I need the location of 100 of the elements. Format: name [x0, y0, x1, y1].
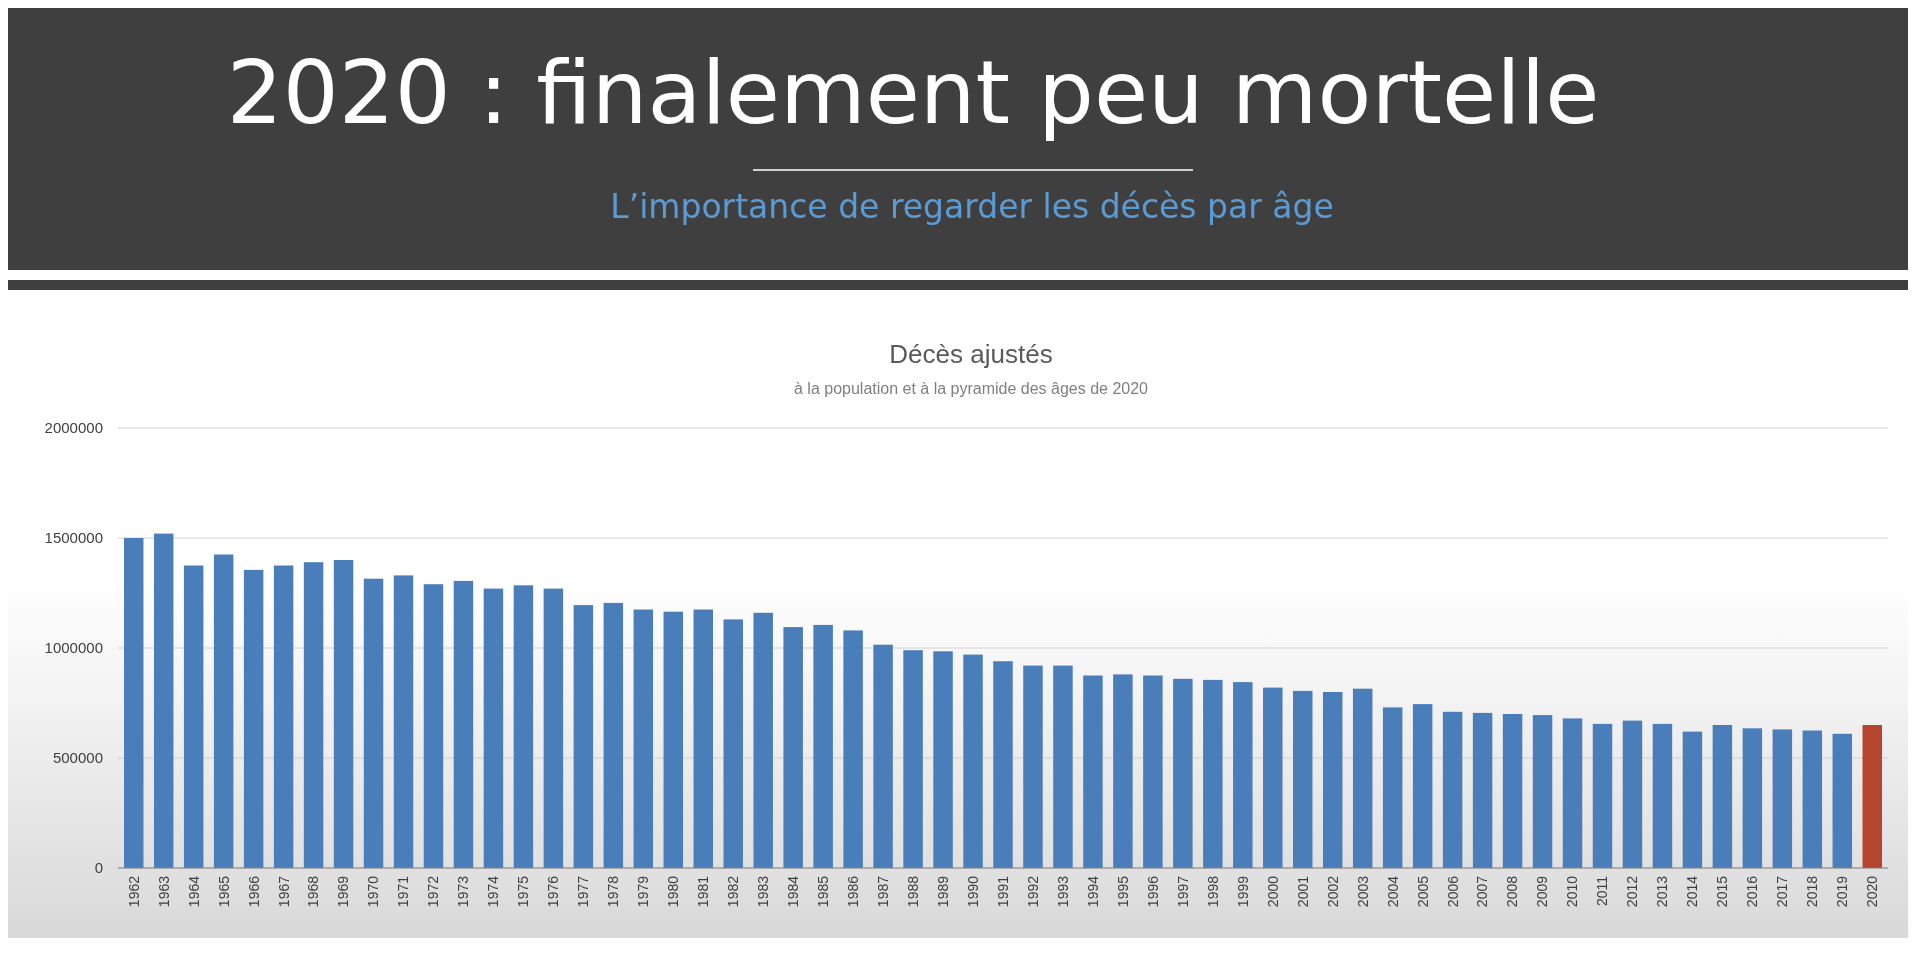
- bar: [903, 650, 923, 868]
- x-tick-label: 1987: [875, 875, 891, 908]
- bar: [1083, 675, 1103, 868]
- bar: [303, 562, 324, 868]
- x-tick-label: 1978: [605, 875, 622, 908]
- x-tick-label: 1982: [725, 875, 742, 908]
- x-tick-label: 1964: [185, 875, 202, 908]
- x-tick-label: 2003: [1354, 875, 1371, 908]
- bar: [1203, 679, 1223, 868]
- bar: [1832, 733, 1853, 868]
- x-tick-label: 1963: [155, 875, 172, 908]
- x-tick-label: 2020: [1864, 875, 1881, 908]
- x-tick-label: 1989: [934, 875, 951, 908]
- bar: [1382, 707, 1403, 868]
- x-tick-label: 1993: [1054, 875, 1071, 908]
- bar: [1652, 723, 1673, 868]
- x-tick-label: 1994: [1084, 875, 1101, 908]
- text: 2020 : finalement peu mortelle: [226, 41, 1600, 144]
- bar: [1712, 725, 1733, 868]
- bar: [1592, 723, 1613, 868]
- x-tick-label: 1999: [1234, 875, 1251, 908]
- x-tick-label: 1981: [695, 875, 712, 908]
- x-tick-label: 2005: [1414, 875, 1431, 908]
- x-tick-label: 1973: [455, 875, 472, 908]
- chart-subtitle: à la population et à la pyramide des âges de 2020: [793, 380, 1149, 397]
- x-tick-label: 1992: [1024, 875, 1041, 908]
- bar: [1442, 711, 1463, 868]
- bar: [663, 611, 684, 868]
- chart-title: Décès ajustés: [889, 339, 1053, 369]
- bar: [363, 578, 384, 868]
- y-tick-label: 1500000: [44, 529, 103, 547]
- x-tick-label: 1975: [515, 875, 532, 908]
- bar: [1502, 714, 1523, 868]
- bar: [1352, 688, 1373, 868]
- bar: [1562, 718, 1583, 868]
- bar: [213, 554, 234, 868]
- x-tick-label: 2004: [1384, 875, 1401, 908]
- bar: [753, 612, 773, 868]
- bar: [813, 624, 833, 868]
- bar: [1263, 687, 1283, 868]
- x-tick-label: 1991: [994, 875, 1011, 908]
- x-tick-label: 1988: [904, 875, 921, 908]
- x-tick-label: 2009: [1534, 875, 1551, 908]
- y-tick-label: 500000: [52, 749, 103, 767]
- x-tick-label: 2007: [1474, 875, 1491, 908]
- bar: [1802, 730, 1823, 868]
- bar: [273, 565, 294, 868]
- x-tick-label: 2008: [1504, 875, 1521, 908]
- bar: [483, 588, 504, 868]
- bar: [1053, 665, 1073, 868]
- x-tick-label: 2018: [1804, 875, 1821, 908]
- bar: [393, 575, 414, 868]
- bar: [783, 627, 803, 868]
- bar: [153, 533, 174, 868]
- bar: [633, 609, 654, 868]
- x-tick-label: 1985: [815, 875, 832, 908]
- x-tick-label: 2015: [1714, 875, 1731, 908]
- x-tick-label: 2002: [1324, 875, 1341, 908]
- bar: [933, 651, 953, 868]
- text: L’importance de regarder les décès par âge: [610, 187, 1334, 226]
- bar: [1412, 704, 1433, 868]
- x-tick-label: 1979: [635, 875, 652, 908]
- x-tick-label: 1986: [845, 875, 862, 908]
- x-tick-label: 1965: [215, 875, 232, 908]
- x-tick-label: 2012: [1624, 875, 1641, 908]
- y-tick-label: 2000000: [44, 419, 103, 437]
- bar: [1532, 715, 1553, 868]
- y-tick-label: 0: [94, 859, 103, 877]
- x-tick-label: 2013: [1654, 875, 1671, 908]
- bar: [1023, 665, 1043, 868]
- bar: [543, 588, 564, 868]
- x-tick-label: 1974: [485, 875, 502, 908]
- x-tick-label: 1968: [305, 875, 322, 908]
- x-tick-label: 2011: [1594, 875, 1611, 907]
- x-tick-label: 1980: [665, 875, 682, 908]
- bar: [693, 609, 713, 868]
- bar: [1173, 678, 1193, 868]
- bar: [183, 565, 204, 868]
- bar: [1322, 692, 1343, 868]
- x-tick-label: 1967: [275, 875, 292, 908]
- bar: [843, 630, 863, 868]
- bar: [873, 644, 893, 868]
- x-tick-label: 1983: [755, 875, 772, 908]
- x-tick-label: 1996: [1144, 875, 1161, 908]
- x-tick-label: 1970: [365, 875, 382, 908]
- bar: [333, 560, 354, 868]
- bar: [453, 580, 474, 868]
- x-tick-label: 1966: [245, 875, 262, 908]
- bar: [423, 584, 444, 868]
- bar: [723, 619, 743, 868]
- x-tick-label: 2010: [1564, 875, 1581, 908]
- x-tick-label: 1969: [335, 875, 352, 908]
- x-tick-label: 1995: [1114, 875, 1131, 908]
- x-tick-label: 1962: [125, 875, 142, 908]
- x-tick-label: 2014: [1684, 875, 1701, 908]
- bar: [993, 661, 1013, 868]
- bar: [603, 602, 624, 868]
- x-tick-label: 1998: [1204, 875, 1221, 908]
- x-tick-label: 1984: [785, 875, 802, 908]
- bar: [1862, 725, 1882, 868]
